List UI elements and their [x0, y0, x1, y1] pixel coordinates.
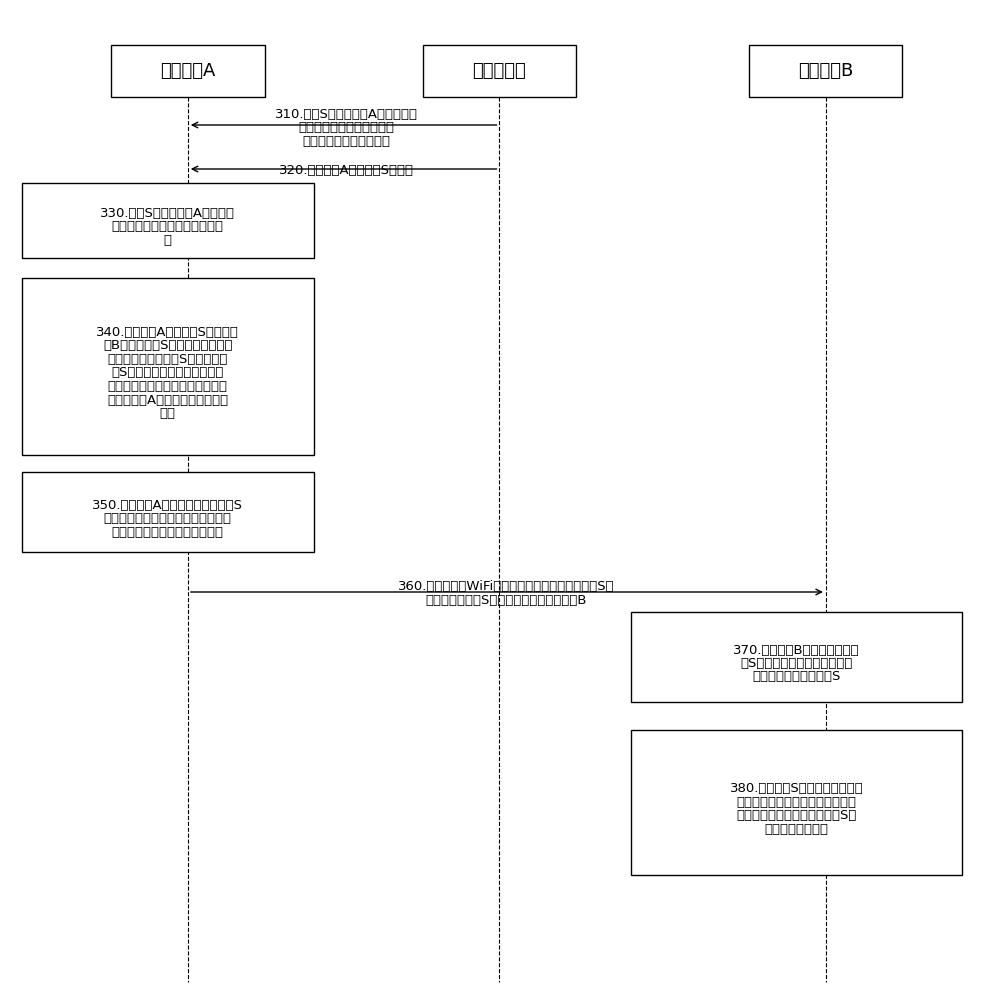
Text: 330.应用S在移动终端A上运行过: 330.应用S在移动终端A上运行过	[100, 207, 235, 220]
Bar	[750, 45, 902, 97]
Text: 选项: 选项	[159, 407, 176, 420]
Text: 用S的安装包文件的完整性，若: 用S的安装包文件的完整性，若	[741, 657, 853, 670]
Text: 350.移动终端A打包允许共享的应用S: 350.移动终端A打包允许共享的应用S	[92, 499, 243, 512]
Bar	[111, 45, 265, 97]
Text: 用S的安装包文件和公用数据文: 用S的安装包文件和公用数据文	[112, 366, 224, 379]
Bar	[22, 472, 314, 552]
Text: 具备完整性则安装应用S: 具备完整性则安装应用S	[753, 671, 841, 684]
Text: 径: 径	[163, 234, 172, 247]
Text: 文件和隐私数据文件的路径，并将: 文件和隐私数据文件的路径，并将	[737, 796, 856, 809]
Text: 应用服务器: 应用服务器	[473, 62, 526, 80]
Text: 声明的指定的路径: 声明的指定的路径	[764, 823, 829, 836]
Text: 在移动终端A中自定义，提供用户: 在移动终端A中自定义，提供用户	[107, 393, 228, 406]
Bar	[22, 278, 314, 455]
Text: 所共享的数据文件存放在应用S所: 所共享的数据文件存放在应用S所	[737, 809, 856, 822]
Text: 310.应用S向移动终端A注册，声明: 310.应用S向移动终端A注册，声明	[275, 108, 417, 121]
Bar	[631, 730, 962, 875]
Text: 公用数据存放在什么路径，: 公用数据存放在什么路径，	[298, 121, 395, 134]
Text: 端B，提取应用S的安装包文件。默: 端B，提取应用S的安装包文件。默	[103, 339, 232, 352]
Text: 认情况下，共享应用S时，共享应: 认情况下，共享应用S时，共享应	[108, 353, 227, 366]
Text: 360.通过蓝牙、WiFi发送打包后的允许共享的应用S的: 360.通过蓝牙、WiFi发送打包后的允许共享的应用S的	[398, 580, 615, 593]
Text: 每个数据文件对应的路径和哈希: 每个数据文件对应的路径和哈希	[112, 526, 224, 538]
Text: 移动终端A: 移动终端A	[160, 62, 216, 80]
Text: 320.移动终端A下载应用S并安装: 320.移动终端A下载应用S并安装	[279, 164, 413, 177]
Text: 380.安装应用S后，提取公用数据: 380.安装应用S后，提取公用数据	[730, 782, 863, 795]
Text: 件，隐私数据文件不共享；也可以: 件，隐私数据文件不共享；也可以	[108, 380, 227, 393]
Text: 移动终端B: 移动终端B	[798, 62, 854, 80]
Text: 隐私数据存放在什么路径: 隐私数据存放在什么路径	[303, 135, 390, 148]
Bar	[22, 183, 314, 258]
Text: 340.移动终端A共享应用S给移动终: 340.移动终端A共享应用S给移动终	[96, 326, 239, 339]
Bar	[423, 45, 576, 97]
Text: 370.移动终端B检测接收到的应: 370.移动终端B检测接收到的应	[733, 644, 860, 656]
Bar	[631, 612, 962, 702]
Text: 数据文件及应用S的安装包文件给移动终端B: 数据文件及应用S的安装包文件给移动终端B	[425, 593, 587, 606]
Text: 程中产生数据，并放入相应的路: 程中产生数据，并放入相应的路	[112, 221, 224, 233]
Text: 的数据文件及安装包文件，其中包括: 的数据文件及安装包文件，其中包括	[104, 512, 231, 525]
